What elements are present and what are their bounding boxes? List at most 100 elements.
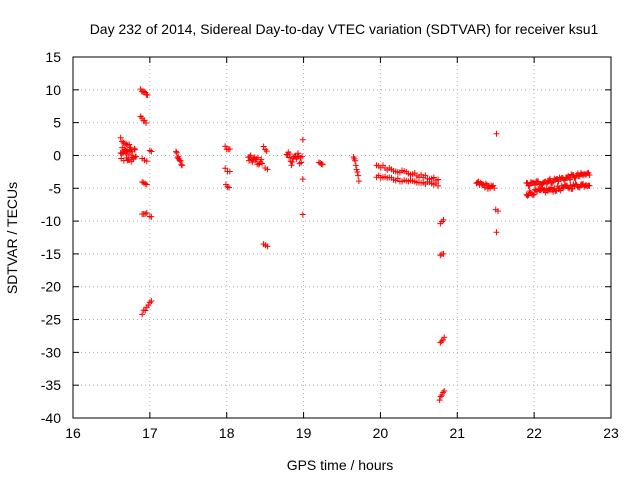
data-point bbox=[148, 213, 155, 220]
data-point bbox=[255, 154, 261, 161]
data-point bbox=[438, 338, 445, 345]
data-point bbox=[319, 161, 326, 168]
data-point bbox=[567, 182, 574, 189]
data-point bbox=[437, 339, 444, 346]
data-point bbox=[438, 392, 445, 399]
data-point bbox=[131, 146, 138, 153]
data-point bbox=[178, 161, 185, 168]
data-point bbox=[575, 173, 582, 180]
data-point bbox=[422, 172, 429, 179]
x-tick-label: 16 bbox=[65, 425, 81, 441]
x-tick-label: 21 bbox=[449, 425, 465, 441]
data-point bbox=[479, 181, 486, 188]
data-point bbox=[143, 209, 150, 216]
x-tick-label: 20 bbox=[373, 425, 389, 441]
data-point bbox=[177, 158, 184, 165]
data-point bbox=[124, 142, 131, 149]
data-point bbox=[144, 91, 151, 98]
data-point bbox=[176, 157, 183, 164]
data-point bbox=[567, 176, 574, 183]
data-point bbox=[437, 393, 444, 400]
x-tick-label: 22 bbox=[526, 425, 542, 441]
y-tick-label: -20 bbox=[41, 279, 61, 295]
y-tick-label: -30 bbox=[41, 344, 61, 360]
x-tick-label: 23 bbox=[603, 425, 619, 441]
data-point bbox=[143, 181, 150, 188]
data-point bbox=[262, 146, 269, 153]
data-point bbox=[299, 136, 306, 143]
data-point bbox=[264, 243, 271, 250]
data-point bbox=[354, 168, 361, 175]
data-point bbox=[317, 159, 324, 166]
x-tick-label: 17 bbox=[142, 425, 158, 441]
y-tick-label: 5 bbox=[53, 115, 61, 131]
data-point bbox=[226, 168, 233, 175]
data-point bbox=[441, 388, 448, 394]
data-point bbox=[289, 158, 296, 165]
data-point bbox=[148, 297, 155, 304]
data-point bbox=[524, 192, 531, 199]
data-point bbox=[249, 159, 256, 166]
data-point bbox=[264, 166, 271, 173]
data-point bbox=[440, 250, 447, 257]
data-point bbox=[141, 88, 148, 95]
data-point bbox=[495, 208, 502, 215]
data-point bbox=[263, 148, 270, 155]
data-point bbox=[549, 179, 556, 186]
data-point bbox=[529, 192, 536, 199]
grid-lines bbox=[73, 57, 611, 418]
data-point bbox=[125, 151, 132, 158]
y-tick-label: -15 bbox=[41, 246, 61, 262]
data-point bbox=[482, 180, 489, 187]
data-point bbox=[352, 162, 359, 169]
data-point bbox=[259, 160, 266, 167]
data-point bbox=[352, 157, 359, 164]
y-tick-label: 15 bbox=[45, 49, 61, 65]
data-point bbox=[294, 150, 301, 157]
y-tick-label: 0 bbox=[53, 147, 61, 163]
data-point bbox=[173, 149, 180, 156]
y-tick-label: -10 bbox=[41, 213, 61, 229]
data-point bbox=[222, 143, 229, 150]
data-point bbox=[559, 185, 566, 192]
data-point bbox=[437, 252, 444, 259]
data-point bbox=[491, 185, 498, 192]
data-point bbox=[142, 307, 149, 314]
data-point bbox=[440, 216, 447, 223]
data-point bbox=[143, 120, 150, 127]
data-point bbox=[299, 153, 306, 160]
data-point bbox=[117, 134, 124, 141]
data-point bbox=[146, 147, 153, 154]
y-tick-label: 10 bbox=[45, 82, 61, 98]
data-point bbox=[586, 182, 593, 189]
x-axis-label: GPS time / hours bbox=[287, 457, 394, 473]
data-point bbox=[530, 191, 537, 198]
data-point bbox=[355, 178, 362, 185]
data-point bbox=[298, 159, 305, 166]
data-point bbox=[131, 145, 138, 152]
data-point bbox=[226, 146, 233, 153]
data-points bbox=[117, 86, 593, 404]
data-point bbox=[440, 389, 447, 396]
data-point bbox=[435, 182, 442, 189]
y-axis-label: SDTVAR / TECUs bbox=[4, 182, 20, 294]
data-point bbox=[146, 299, 153, 306]
data-point bbox=[133, 153, 140, 160]
x-tick-label: 18 bbox=[219, 425, 235, 441]
data-point bbox=[299, 176, 306, 183]
data-point bbox=[247, 152, 254, 159]
data-point bbox=[258, 156, 265, 163]
y-tick-label: -35 bbox=[41, 377, 61, 393]
data-point bbox=[288, 162, 295, 169]
data-point bbox=[493, 130, 500, 137]
data-point bbox=[148, 148, 155, 155]
y-tick-label: -25 bbox=[41, 312, 61, 328]
data-point bbox=[126, 147, 133, 154]
data-point bbox=[493, 229, 500, 236]
data-point bbox=[490, 182, 497, 189]
data-point bbox=[430, 174, 437, 181]
data-point bbox=[286, 154, 293, 161]
data-point bbox=[260, 143, 267, 150]
data-point bbox=[137, 113, 144, 120]
